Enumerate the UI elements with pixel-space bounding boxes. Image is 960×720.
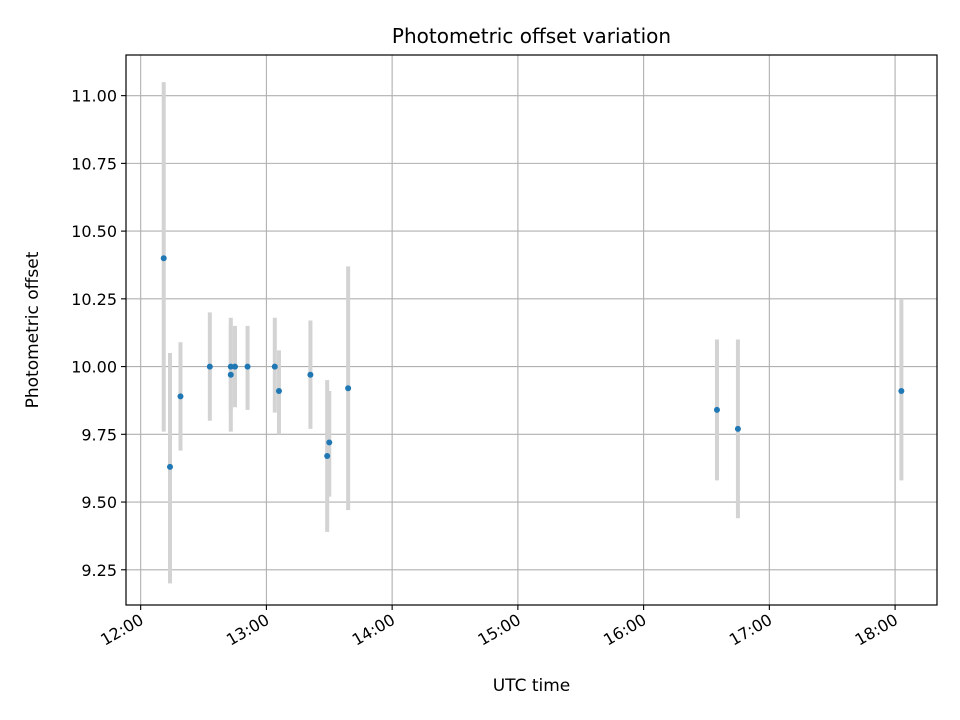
y-axis: 9.25 9.50 9.75 10.00 10.25 10.50 10.75 11.00 (71, 87, 126, 580)
y-tick-label: 9.25 (81, 561, 117, 580)
grid (126, 55, 937, 605)
y-tick-label: 9.50 (81, 493, 117, 512)
y-tick-label: 10.25 (71, 290, 117, 309)
data-point (307, 371, 314, 378)
chart-title: Photometric offset variation (392, 24, 671, 48)
data-point (713, 406, 720, 413)
data-point (160, 255, 167, 262)
data-point (231, 363, 238, 370)
data-point (326, 439, 333, 446)
y-tick-label: 10.75 (71, 154, 117, 173)
data-point (244, 363, 251, 370)
y-tick-label: 10.50 (71, 222, 117, 241)
y-axis-title: Photometric offset (23, 251, 43, 408)
y-tick-label: 10.00 (71, 358, 117, 377)
data-point (898, 387, 905, 394)
data-point (271, 363, 278, 370)
y-tick-label: 9.75 (81, 425, 117, 444)
data-point (227, 363, 234, 370)
plot-frame (125, 54, 938, 606)
x-axis-title: UTC time (493, 676, 571, 696)
y-tick-label: 11.00 (71, 87, 117, 106)
data-point (345, 385, 352, 392)
data-point (227, 371, 234, 378)
data-point (734, 425, 741, 432)
data-point (167, 463, 174, 470)
data-point (324, 452, 331, 459)
data-point (275, 387, 282, 394)
data-point (177, 393, 184, 400)
data-points (160, 255, 905, 470)
data-point (206, 363, 213, 370)
